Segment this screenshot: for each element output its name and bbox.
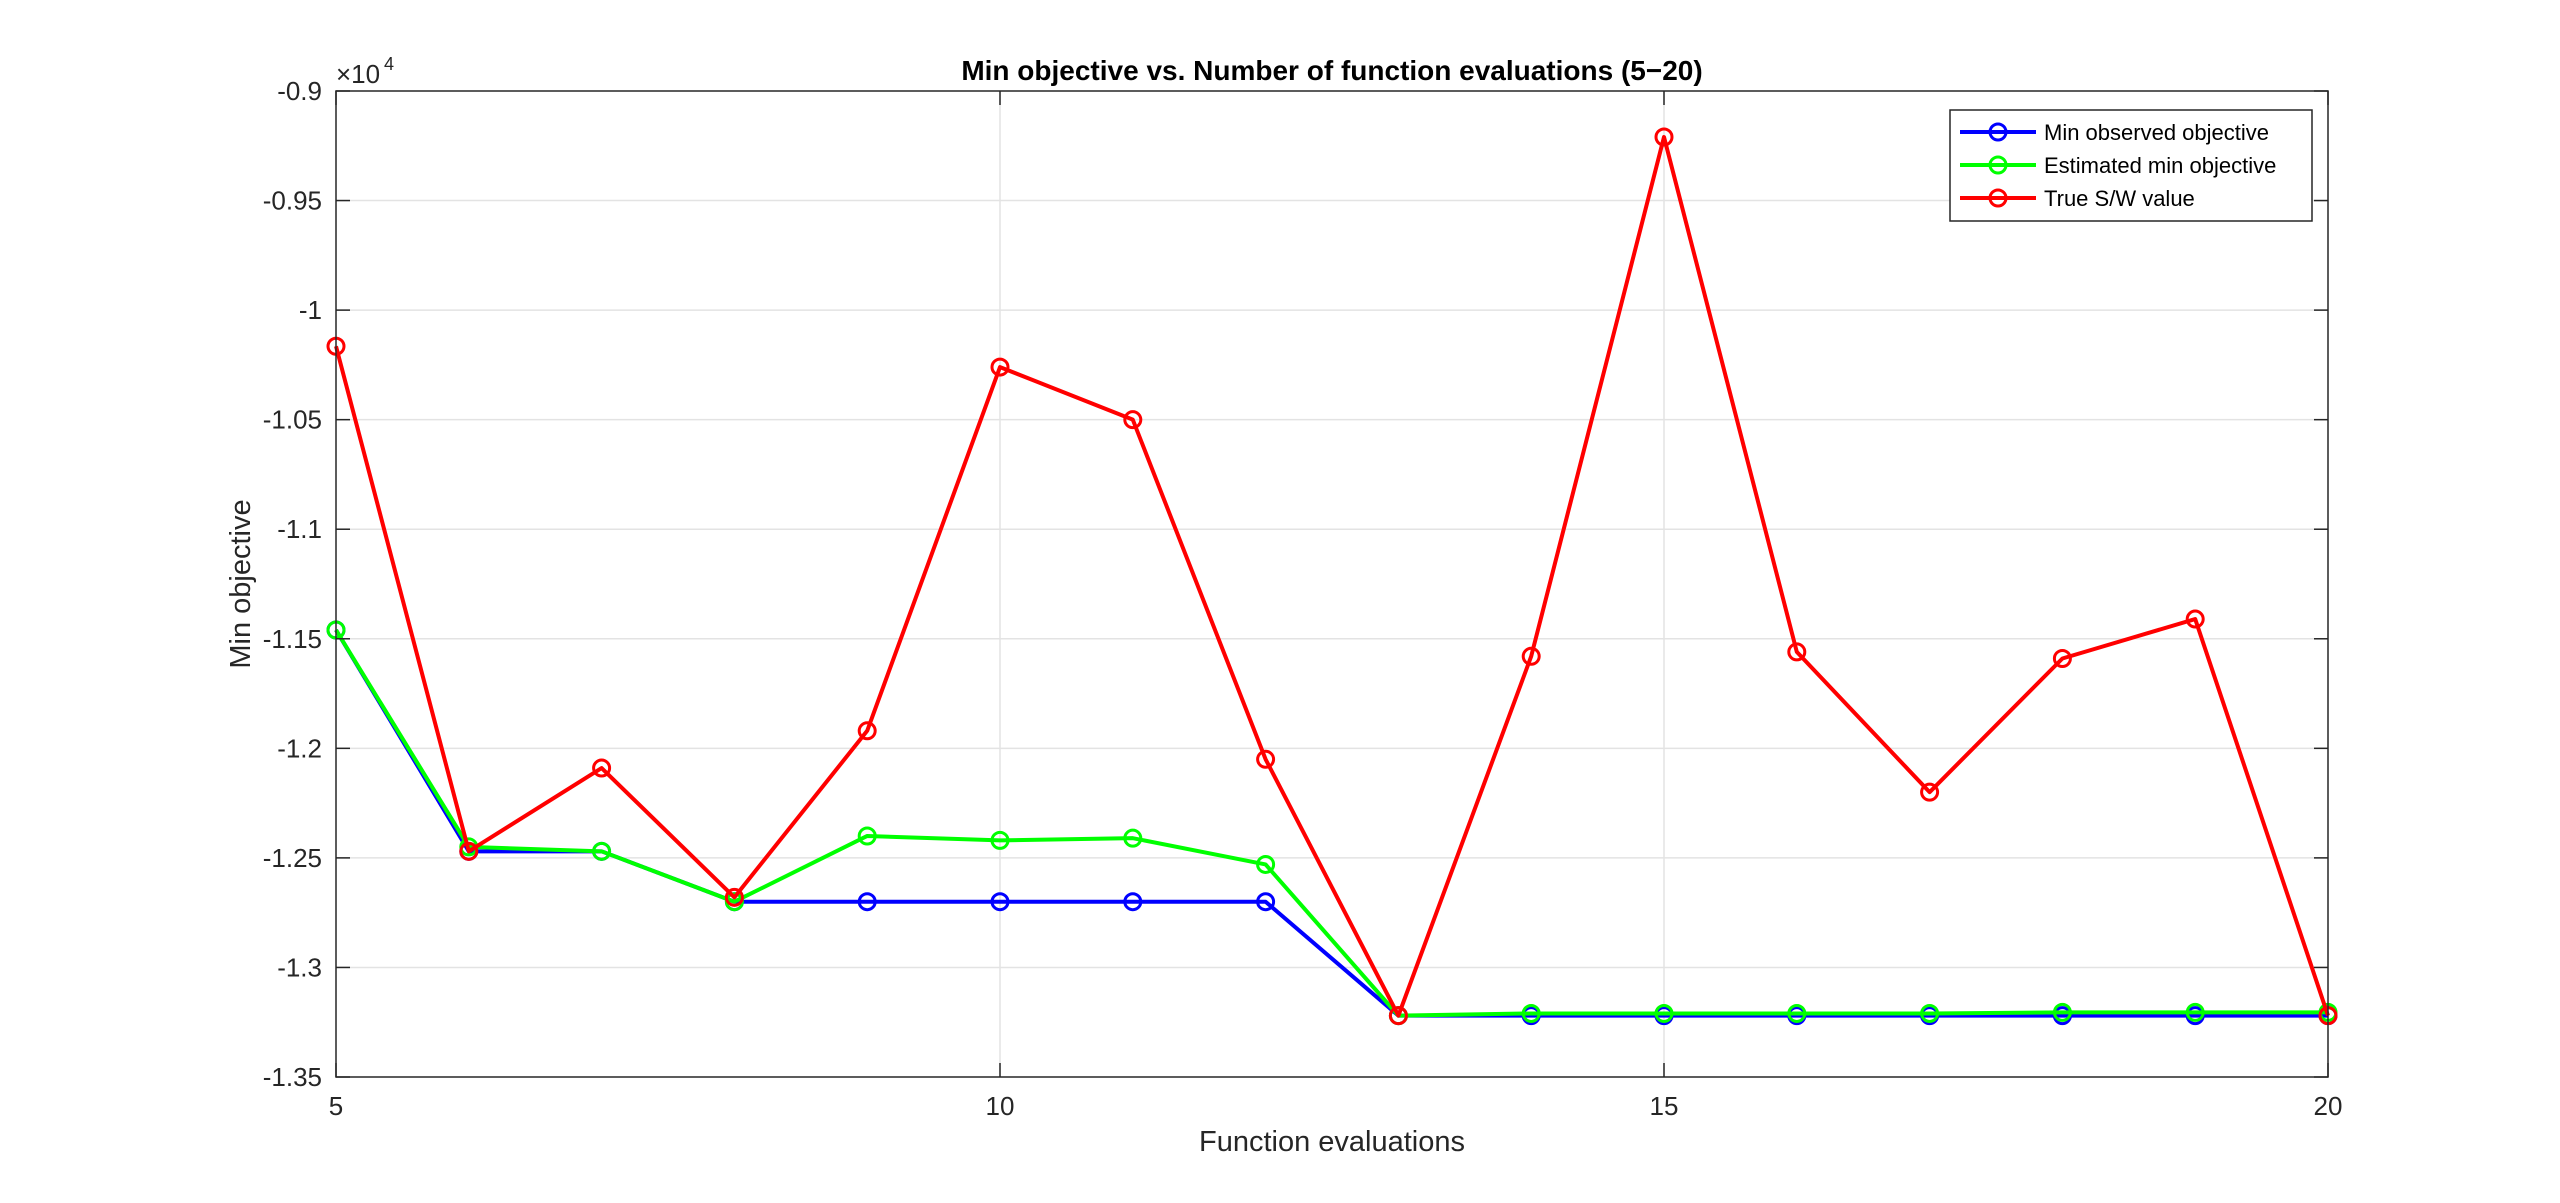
legend-label: Min observed objective <box>2044 120 2269 145</box>
data-point <box>592 758 612 778</box>
y-tick-label: -1.35 <box>263 1062 322 1092</box>
data-point <box>1256 749 1276 769</box>
data-point <box>1256 854 1276 874</box>
data-point <box>990 892 1010 912</box>
data-point <box>1920 1003 1940 1023</box>
legend-marker <box>1988 188 2008 208</box>
data-point <box>857 826 877 846</box>
data-point <box>592 841 612 861</box>
legend-label: True S/W value <box>2044 186 2195 211</box>
data-point <box>724 887 744 907</box>
x-tick-label: 5 <box>329 1091 343 1121</box>
data-point <box>1521 646 1541 666</box>
x-axis-label: Function evaluations <box>1199 1126 1465 1158</box>
plot-area <box>336 91 2328 1077</box>
y-tick-label: -1.3 <box>277 952 322 982</box>
chart-title: Min objective vs. Number of function eva… <box>961 55 1702 86</box>
data-point <box>1123 828 1143 848</box>
y-tick-label: -1.1 <box>277 514 322 544</box>
data-point <box>1388 1006 1408 1026</box>
y-tick-label: -1.05 <box>263 405 322 435</box>
data-point <box>459 841 479 861</box>
legend-marker <box>1988 155 2008 175</box>
data-point <box>2185 609 2205 629</box>
data-point <box>1521 1003 1541 1023</box>
data-point <box>1654 1003 1674 1023</box>
plot-box <box>335 90 2329 1078</box>
data-point <box>1920 782 1940 802</box>
data-point <box>1256 892 1276 912</box>
legend-marker <box>1988 122 2008 142</box>
series-line <box>334 628 2328 1018</box>
series-3 <box>326 127 2338 1026</box>
x-tick-label: 20 <box>2314 1091 2343 1121</box>
y-tick-label: -1 <box>299 295 322 325</box>
legend: Min observed objective Estimated min obje… <box>1949 109 2313 222</box>
y-exponent-power: 4 <box>384 54 394 74</box>
data-point <box>857 892 877 912</box>
y-tick-label: -1.15 <box>263 624 322 654</box>
data-point <box>2052 1002 2072 1022</box>
data-point <box>990 357 1010 377</box>
series-line <box>334 135 2330 1018</box>
x-tick-label: 10 <box>986 1091 1015 1121</box>
data-point <box>2185 1002 2205 1022</box>
data-point <box>1787 1003 1807 1023</box>
data-point <box>1654 127 1674 147</box>
data-point <box>2052 648 2072 668</box>
y-exponent-base: ×10 <box>336 59 380 89</box>
data-point <box>857 721 877 741</box>
y-tick-label: -0.9 <box>277 76 322 106</box>
data-point <box>1123 892 1143 912</box>
data-point <box>1787 642 1807 662</box>
legend-label: Estimated min objective <box>2044 153 2276 178</box>
y-tick-label: -1.25 <box>263 843 322 873</box>
axis-ticks: 5 10 15 20 -1.35 -1.3 -1.25 -1.2 -1.15 -1.1 -1.05 -… <box>263 76 2343 1121</box>
y-tick-label: -1.2 <box>277 733 322 763</box>
y-tick-label: -0.95 <box>263 186 322 216</box>
data-point <box>990 830 1010 850</box>
series-layer <box>326 127 2338 1026</box>
x-tick-label: 15 <box>1650 1091 1679 1121</box>
data-point <box>1123 410 1143 430</box>
y-axis-label: Min objective <box>225 499 257 668</box>
